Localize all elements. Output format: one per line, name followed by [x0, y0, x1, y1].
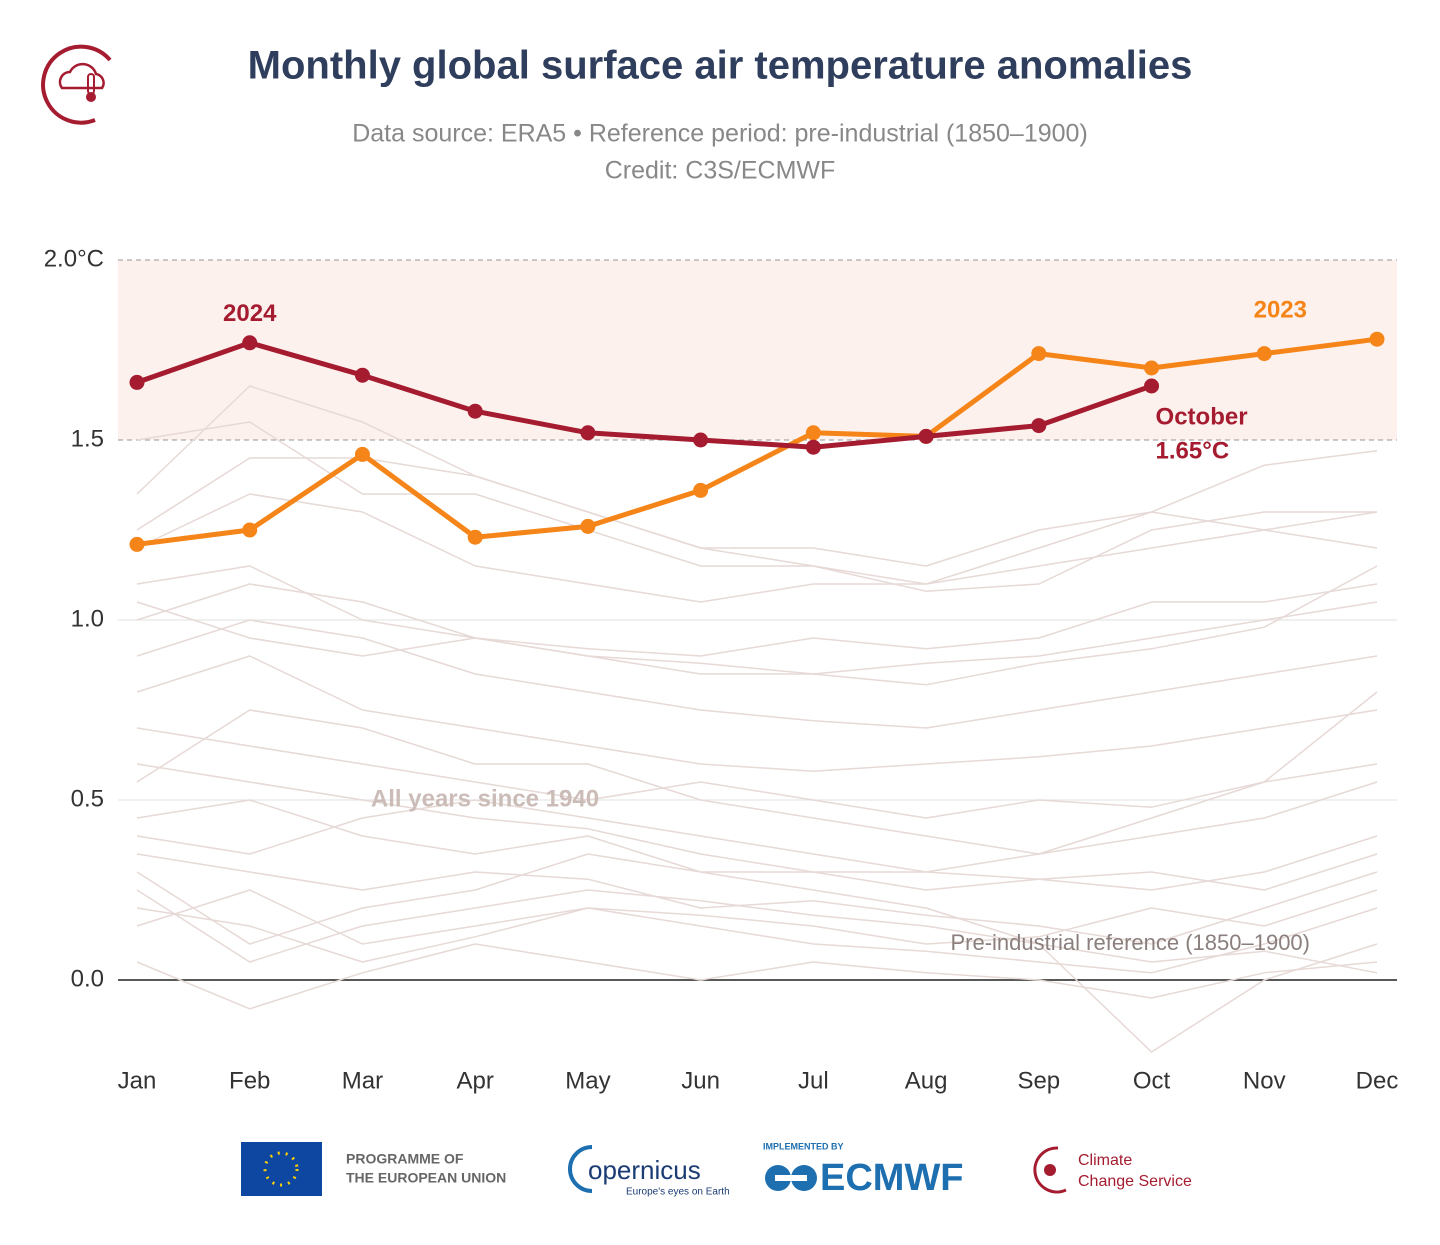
x-tick-label: Aug [905, 1067, 948, 1094]
background-line [136, 727, 1378, 819]
background-line [136, 421, 1377, 592]
data-point [129, 536, 145, 552]
data-point [580, 518, 596, 534]
background-line [136, 457, 1378, 585]
logo [41, 44, 112, 125]
y-tick-label: 2.0°C [44, 245, 104, 272]
annotation: 1.65°C [1156, 437, 1230, 464]
series-label: 2024 [223, 300, 277, 327]
chart-subtitle: Data source: ERA5 • Reference period: pr… [352, 120, 1088, 148]
data-point [242, 522, 258, 538]
data-point [242, 335, 258, 351]
data-point [354, 367, 370, 383]
background-line [136, 889, 1378, 974]
c3s-text: Climate [1078, 1152, 1132, 1169]
data-point [805, 439, 821, 455]
x-tick-label: Feb [229, 1067, 270, 1094]
chart-credit: Credit: C3S/ECMWF [605, 157, 836, 185]
background-line [136, 853, 1378, 1053]
data-point [467, 529, 483, 545]
x-tick-label: Jul [798, 1067, 829, 1094]
data-point [1369, 331, 1385, 347]
x-tick-label: Dec [1356, 1067, 1399, 1094]
implemented-by: IMPLEMENTED BY [763, 1141, 844, 1151]
data-point [467, 403, 483, 419]
x-tick-label: Nov [1243, 1067, 1286, 1094]
series-label: 2023 [1254, 297, 1307, 324]
c3s-thermo [1044, 1164, 1056, 1176]
data-point [1144, 378, 1160, 394]
plot-area: 0.0 0.5 1.0 1.5 2.0°C Jan Feb Mar Apr May Jun Jul Au… [44, 245, 1399, 1094]
ecmwf-mark [765, 1165, 817, 1191]
background-line [136, 493, 1378, 603]
data-point [918, 428, 934, 444]
annotation: Pre-industrial reference (1850–1900) [950, 930, 1310, 955]
x-tick-label: Sep [1017, 1067, 1060, 1094]
annotation: All years since 1940 [371, 785, 599, 812]
series-line [136, 340, 1153, 450]
c3s-arc [1033, 1146, 1067, 1194]
eu-text: PROGRAMME OF [346, 1151, 464, 1167]
background-line [136, 385, 1378, 567]
data-point [805, 425, 821, 441]
data-point [580, 425, 596, 441]
copernicus-arc [568, 1145, 593, 1193]
x-tick-label: Oct [1133, 1067, 1171, 1094]
x-tick-label: Jun [681, 1067, 720, 1094]
c3s-text: Change Service [1078, 1173, 1192, 1190]
x-tick-label: Jan [118, 1067, 157, 1094]
data-point [693, 432, 709, 448]
data-point [693, 482, 709, 498]
data-point [129, 374, 145, 390]
background-line [136, 853, 1378, 945]
chart-title: Monthly global surface air temperature a… [248, 44, 1193, 88]
data-point [1144, 360, 1160, 376]
shaded-band [118, 260, 1397, 440]
background-line [136, 655, 1378, 772]
background-line [136, 889, 1378, 945]
series-line [136, 336, 1378, 547]
eu-text: THE EUROPEAN UNION [346, 1170, 506, 1186]
background-line [136, 565, 1378, 657]
eu-flag [241, 1142, 322, 1196]
background-line [136, 799, 1378, 891]
background-line [136, 781, 1378, 873]
x-tick-label: Mar [342, 1067, 383, 1094]
annotation: October [1156, 403, 1248, 430]
footer: PROGRAMME OF THE EUROPEAN UNION opernicu… [241, 1141, 1192, 1199]
y-tick-label: 1.5 [71, 425, 104, 452]
background-line [136, 565, 1378, 686]
data-point [354, 446, 370, 462]
copernicus-tagline: Europe's eyes on Earth [626, 1187, 730, 1198]
background-line [136, 619, 1378, 729]
background-line [136, 907, 1378, 974]
background-line [136, 763, 1378, 891]
data-point [1031, 346, 1047, 362]
eu-stars [263, 1151, 299, 1187]
ecmwf-text: ECMWF [820, 1157, 964, 1199]
y-tick-label: 0.0 [71, 965, 104, 992]
x-tick-label: May [565, 1067, 610, 1094]
background-line [136, 943, 1378, 1010]
background-line [136, 691, 1378, 855]
data-point [1256, 346, 1272, 362]
background-line [136, 583, 1378, 675]
y-tick-label: 1.0 [71, 605, 104, 632]
copernicus-text: opernicus [588, 1155, 701, 1185]
x-tick-label: Apr [457, 1067, 494, 1094]
data-point [1031, 418, 1047, 434]
y-tick-label: 0.5 [71, 785, 104, 812]
